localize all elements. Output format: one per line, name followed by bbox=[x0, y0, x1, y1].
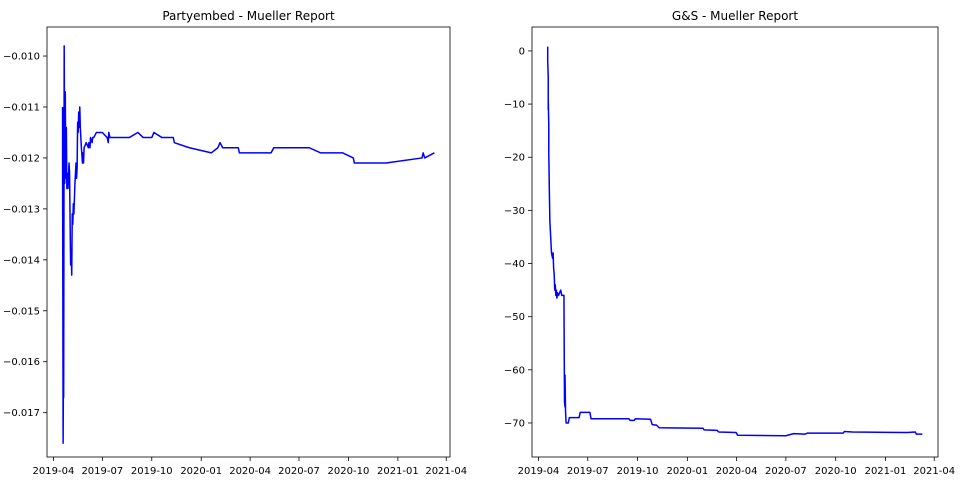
right-y-axis: 0 −10 −20 −30 −40 −50 −60 −70 bbox=[504, 46, 532, 429]
left-y-tick-label: −0.010 bbox=[3, 52, 40, 63]
left-y-tick-label: −0.015 bbox=[3, 306, 40, 317]
right-x-tick-label: 2019-10 bbox=[617, 466, 659, 477]
left-x-axis: 2019-04 2019-07 2019-10 2020-01 2020-04 2020-… bbox=[33, 457, 467, 477]
right-x-tick-label: 2021-01 bbox=[865, 466, 907, 477]
right-series bbox=[546, 46, 923, 437]
left-x-tick-label: 2019-04 bbox=[33, 466, 75, 477]
right-x-tick-label: 2020-04 bbox=[716, 466, 758, 477]
left-y-tick-label: −0.014 bbox=[3, 255, 40, 266]
left-x-tick-label: 2020-04 bbox=[229, 466, 271, 477]
left-x-tick-label: 2019-10 bbox=[131, 466, 173, 477]
left-y-tick-label: −0.017 bbox=[3, 408, 40, 419]
right-x-tick-label: 2019-07 bbox=[567, 466, 609, 477]
right-x-tick-label: 2019-04 bbox=[518, 466, 560, 477]
left-chart-panel: Partyembed - Mueller Report 2019-04 2019-… bbox=[3, 9, 467, 477]
right-y-tick-label: −30 bbox=[504, 206, 525, 217]
right-y-tick-label: −20 bbox=[504, 153, 525, 164]
right-y-tick-label: −10 bbox=[504, 100, 525, 111]
right-x-tick-label: 2020-07 bbox=[765, 466, 807, 477]
left-x-tick-label: 2020-10 bbox=[328, 466, 370, 477]
right-plot-area bbox=[531, 26, 939, 458]
left-chart-title: Partyembed - Mueller Report bbox=[162, 9, 335, 23]
right-x-tick-label: 2020-01 bbox=[666, 466, 708, 477]
right-x-tick-label: 2020-10 bbox=[815, 466, 857, 477]
left-y-tick-label: −0.011 bbox=[3, 102, 40, 113]
left-x-tick-label: 2019-07 bbox=[81, 466, 123, 477]
left-x-tick-label: 2020-07 bbox=[278, 466, 320, 477]
right-y-tick-label: −70 bbox=[504, 418, 525, 429]
right-chart-title: G&S - Mueller Report bbox=[672, 9, 798, 23]
left-series-line bbox=[61, 45, 435, 444]
left-y-tick-label: −0.016 bbox=[3, 357, 40, 368]
right-y-tick-label: −40 bbox=[504, 259, 525, 270]
left-y-tick-label: −0.013 bbox=[3, 204, 40, 215]
right-y-tick-label: −60 bbox=[504, 365, 525, 376]
right-series-line bbox=[546, 46, 923, 437]
left-y-axis: −0.017 −0.016 −0.015 −0.014 −0.013 −0.012 −0.0… bbox=[3, 52, 47, 419]
right-x-axis: 2019-04 2019-07 2019-10 2020-01 2020-04 2020-… bbox=[518, 457, 955, 477]
right-y-tick-label: −50 bbox=[504, 312, 525, 323]
left-plot-area bbox=[46, 26, 451, 458]
left-series bbox=[61, 45, 435, 444]
left-y-tick-label: −0.012 bbox=[3, 153, 40, 164]
right-x-tick-label: 2021-04 bbox=[913, 466, 955, 477]
left-x-tick-label: 2020-01 bbox=[180, 466, 222, 477]
right-chart-panel: G&S - Mueller Report 2019-04 2019-07 2019-… bbox=[504, 9, 955, 477]
left-x-tick-label: 2021-04 bbox=[425, 466, 467, 477]
right-y-tick-label: 0 bbox=[519, 46, 525, 57]
left-x-tick-label: 2021-01 bbox=[377, 466, 419, 477]
